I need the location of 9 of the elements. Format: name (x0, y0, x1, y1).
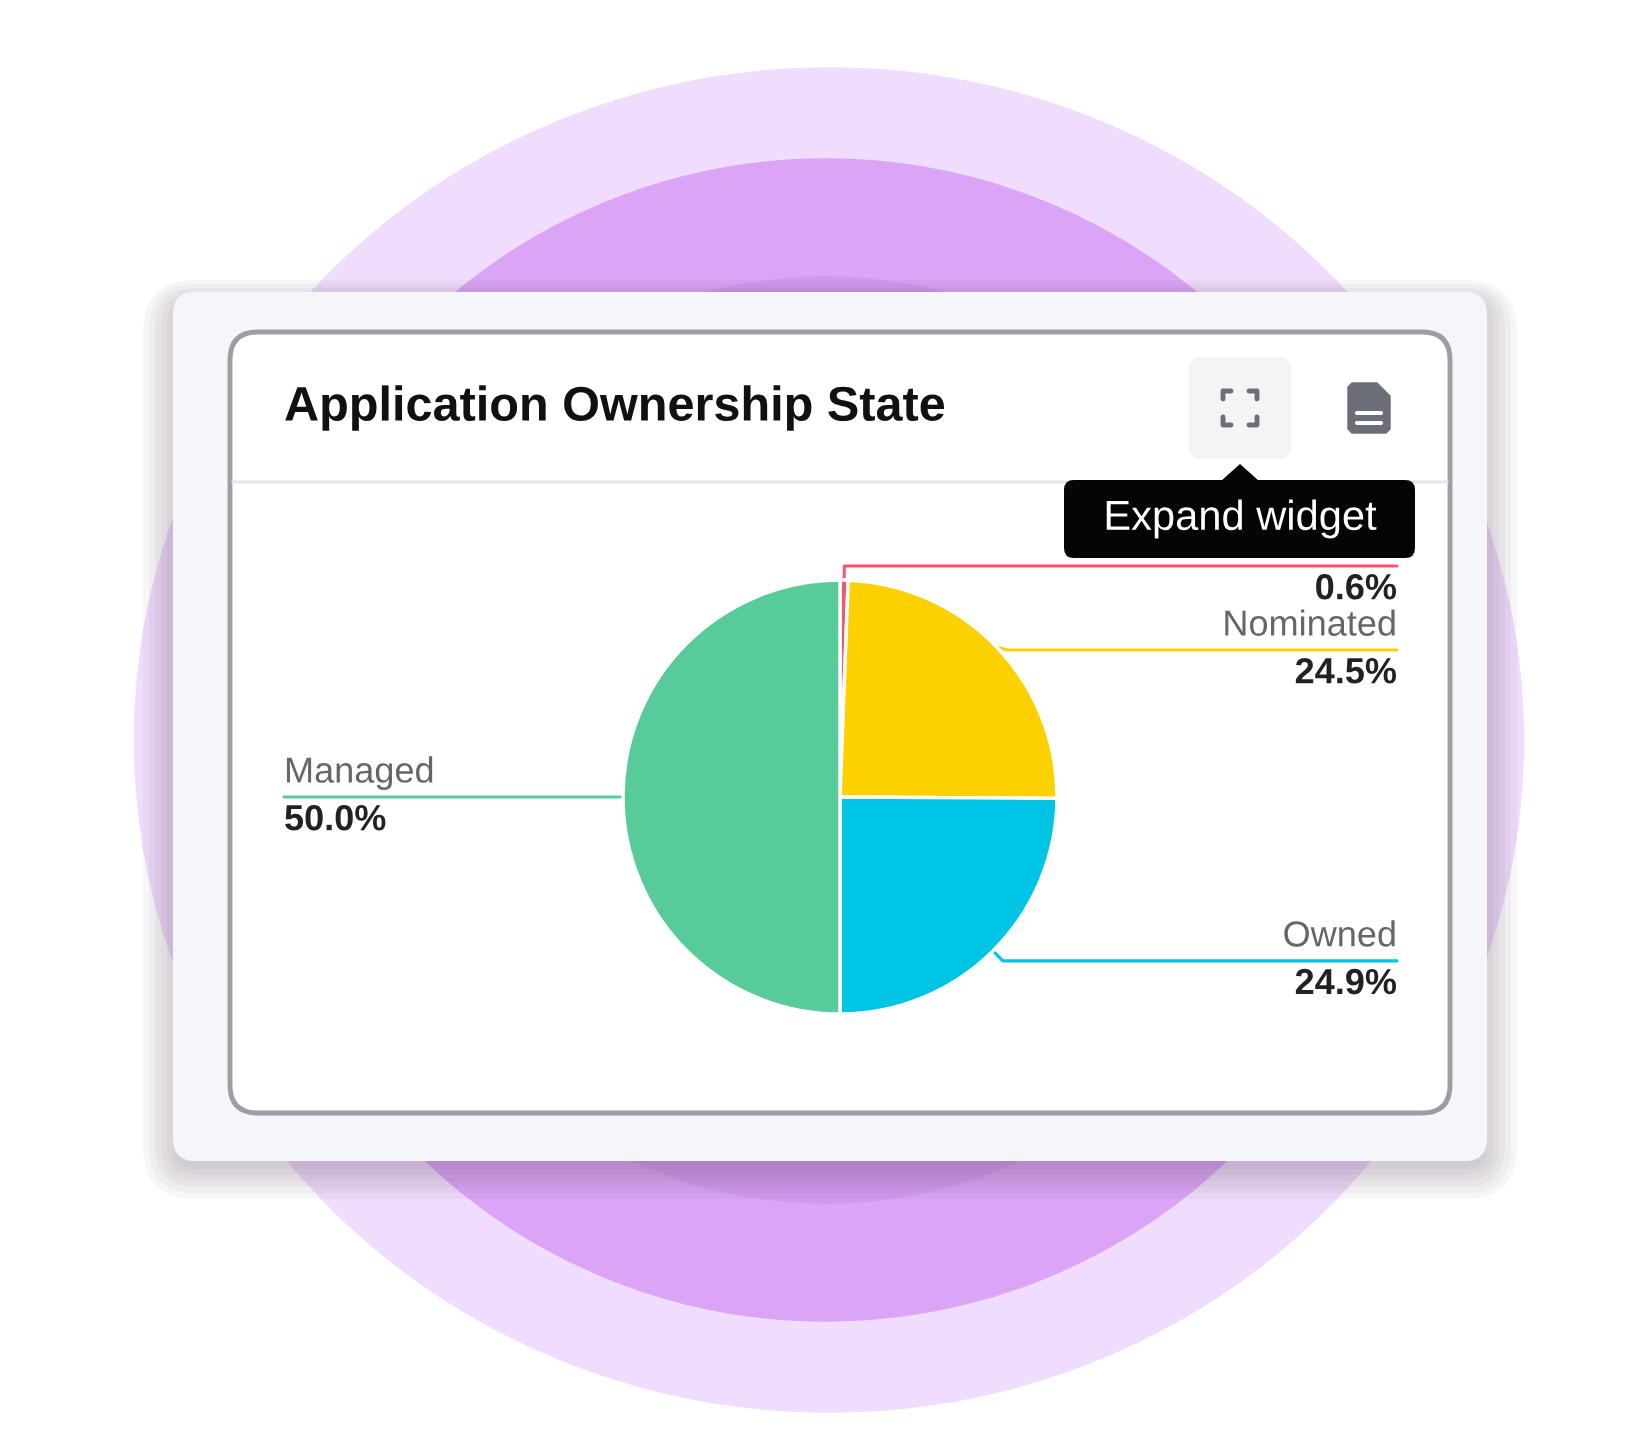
chart-title: Application Ownership State (285, 385, 945, 431)
data-label: 50.0% (285, 804, 386, 831)
data-label: 24.5% (1295, 657, 1397, 684)
slice-label: Managed (286, 756, 433, 790)
slice-label: Owned (1284, 920, 1395, 947)
data-label: 0.6% (1316, 573, 1397, 600)
slice-label: Nominated (1225, 609, 1395, 636)
data-label: 24.9% (1295, 968, 1397, 995)
text: Expand widget (1106, 499, 1377, 539)
